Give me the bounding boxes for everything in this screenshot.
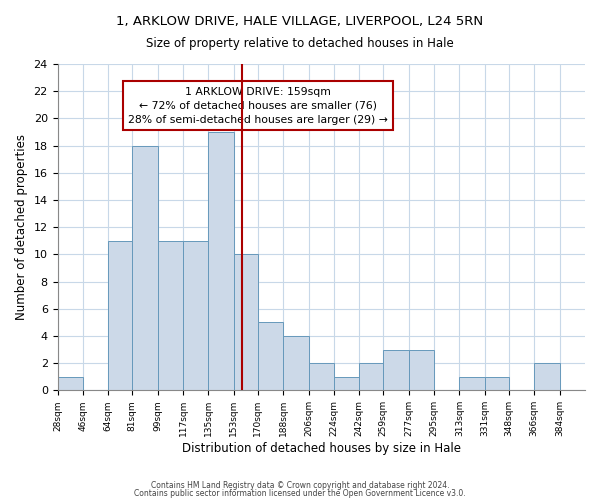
Text: 1 ARKLOW DRIVE: 159sqm
← 72% of detached houses are smaller (76)
28% of semi-det: 1 ARKLOW DRIVE: 159sqm ← 72% of detached… (128, 87, 388, 125)
Bar (132, 146, 158, 390)
Bar (383, 350, 409, 391)
Bar (158, 241, 183, 390)
Bar (334, 376, 359, 390)
Text: Contains HM Land Registry data © Crown copyright and database right 2024.: Contains HM Land Registry data © Crown c… (151, 480, 449, 490)
Bar (485, 376, 509, 390)
Bar (234, 254, 258, 390)
Text: Size of property relative to detached houses in Hale: Size of property relative to detached ho… (146, 38, 454, 51)
Bar (409, 350, 434, 391)
Bar (258, 322, 283, 390)
Bar (359, 363, 383, 390)
Bar (308, 363, 334, 390)
Y-axis label: Number of detached properties: Number of detached properties (15, 134, 28, 320)
Bar (283, 336, 308, 390)
Bar (109, 241, 132, 390)
Text: 1, ARKLOW DRIVE, HALE VILLAGE, LIVERPOOL, L24 5RN: 1, ARKLOW DRIVE, HALE VILLAGE, LIVERPOOL… (116, 15, 484, 28)
Bar (208, 132, 234, 390)
Bar (58, 376, 83, 390)
X-axis label: Distribution of detached houses by size in Hale: Distribution of detached houses by size … (182, 442, 461, 455)
Bar (534, 363, 560, 390)
Bar (460, 376, 485, 390)
Bar (183, 241, 208, 390)
Text: Contains public sector information licensed under the Open Government Licence v3: Contains public sector information licen… (134, 489, 466, 498)
